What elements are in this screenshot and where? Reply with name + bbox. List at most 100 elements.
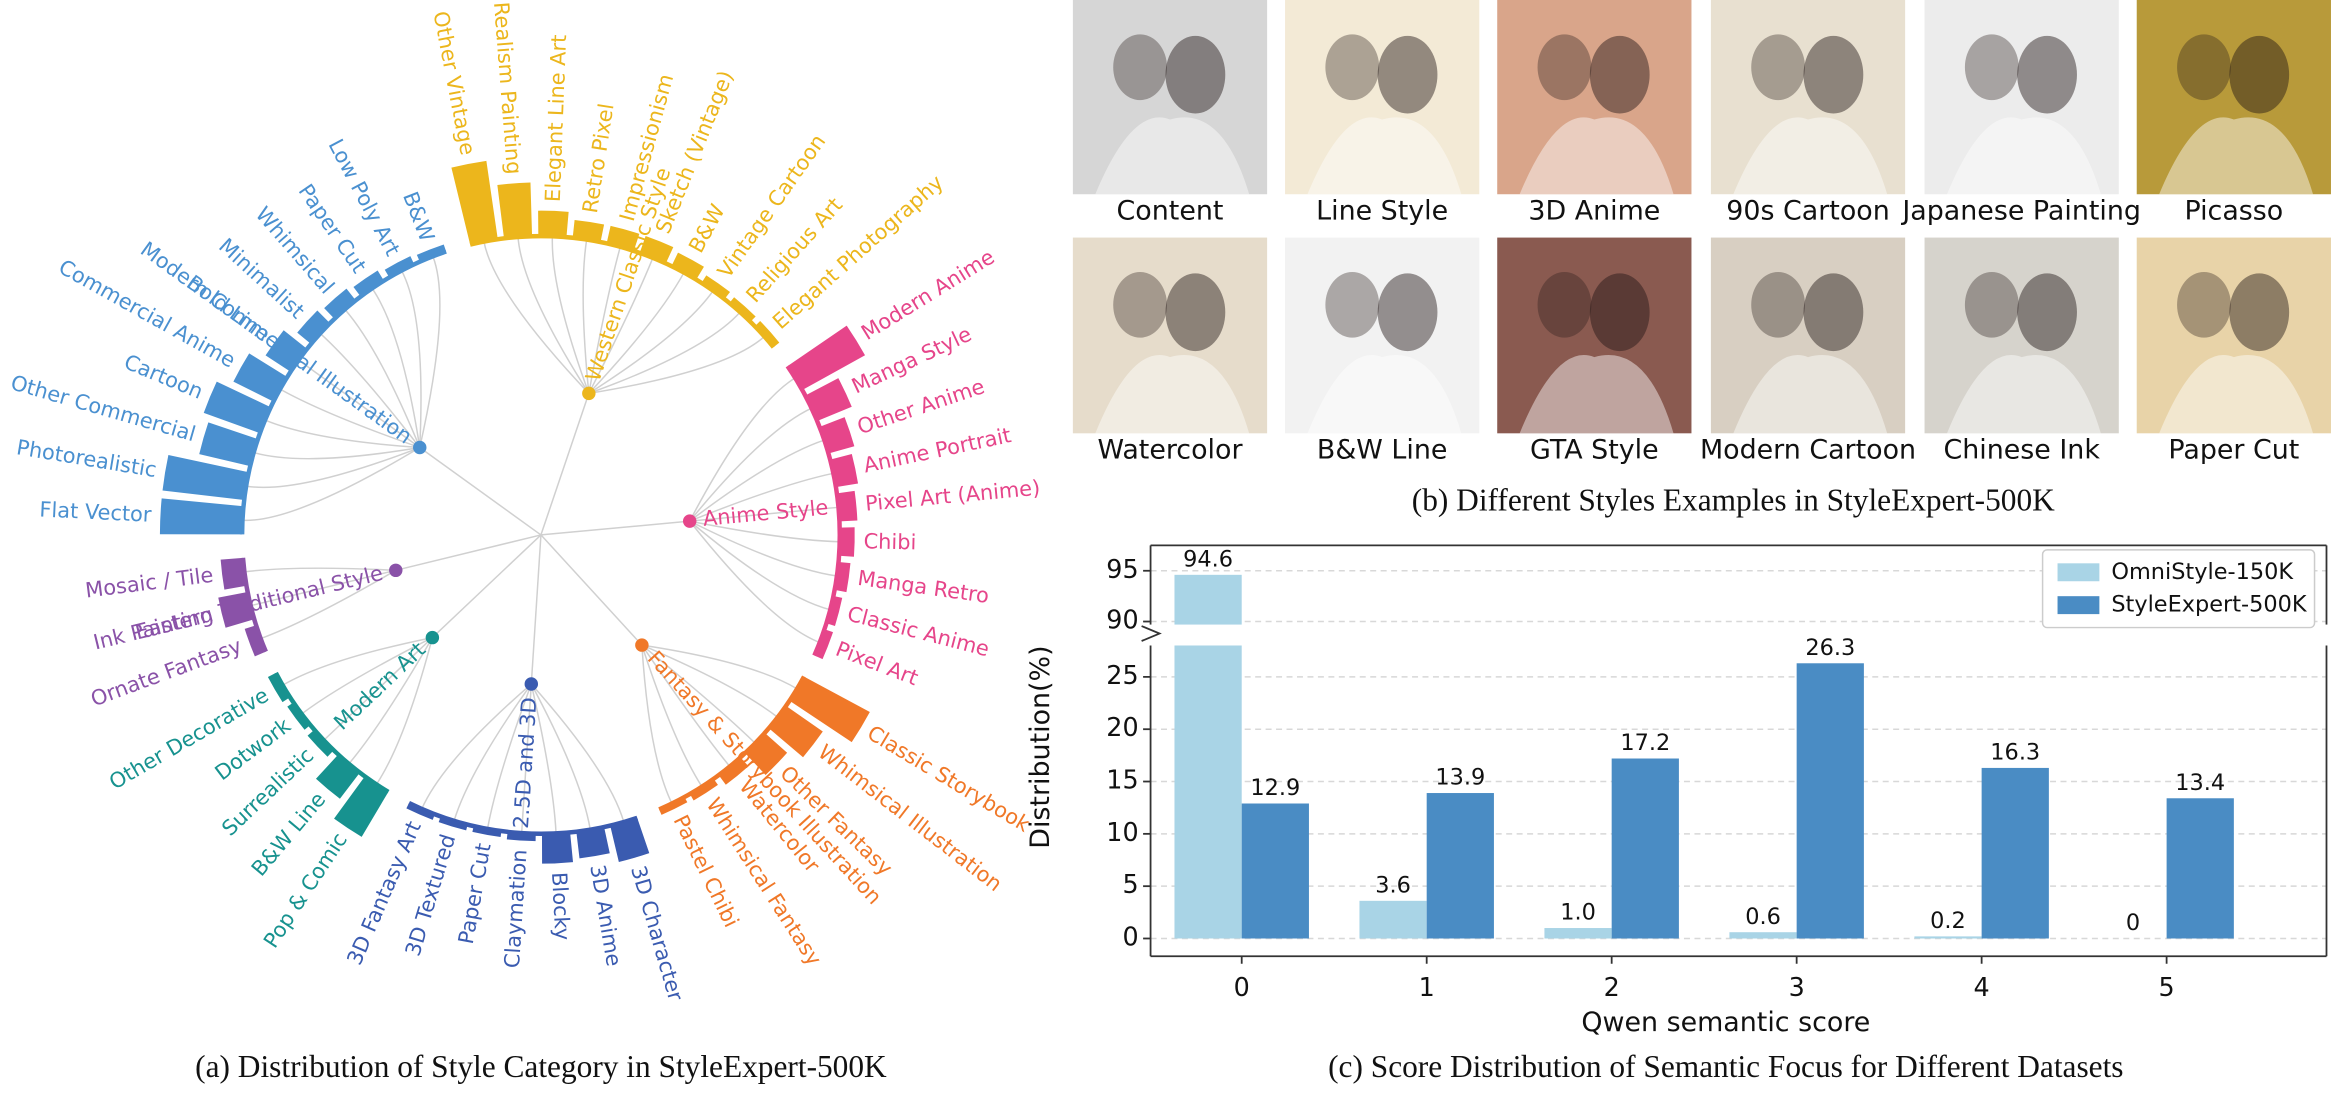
category-label: Realism Painting [489,1,526,175]
radial-bar [718,757,749,785]
value-label: 12.9 [1250,775,1300,801]
group-arc [658,675,807,812]
figure-shape [2017,35,2077,114]
y-tick-label: 95 [1106,554,1138,584]
branch-link [400,270,422,448]
bar [1426,793,1494,939]
radial-bar [576,827,610,859]
figure-shape [2159,117,2314,195]
branch-link [375,637,434,785]
category-label: 3D Anime [585,863,626,968]
group-node [524,677,539,691]
branch-link [689,520,840,543]
figure-shape [1803,273,1864,352]
x-tick-label: 1 [1419,972,1435,1002]
branch-link [641,645,673,804]
branch-link [588,335,765,395]
figure-shape [2229,273,2290,352]
group-label: 2.5D and 3D [509,697,541,830]
branch-link [483,241,590,394]
radial-bar [787,325,866,391]
category-label: Photorealistic [15,435,158,482]
branch-link [551,236,590,394]
branch-link [641,644,798,690]
figure-shape [1095,117,1250,195]
radial-bar [497,182,533,239]
bar [1544,928,1612,939]
radial-bar [233,353,288,402]
example-image [1285,0,1480,195]
bar [1241,803,1309,939]
branch-link [260,569,397,640]
category-label: Other Vintage [428,9,479,157]
category-label: Cartoon [121,350,207,404]
group-node [389,563,403,578]
radial-bar [384,256,415,278]
hub-link [419,446,542,536]
example-label: Modern Cartoon [1700,435,1916,466]
radial-bar [745,732,788,775]
branch-link [641,644,756,744]
value-label: 1.0 [1560,900,1596,926]
category-label: Blocky [547,872,574,941]
x-axis-label: Qwen semantic score [1581,1007,1870,1038]
radial-bar [416,244,447,262]
figure-shape [1964,271,2019,338]
branch-link [588,290,714,395]
group-arc [240,557,268,653]
category-label: Retro Pixel [578,102,619,215]
radial-bar [506,831,536,842]
example-label: Watercolor [1097,435,1243,466]
hub-link [395,534,542,572]
branch-link [689,377,796,522]
value-label: 13.9 [1435,765,1485,791]
radial-bar [353,270,384,297]
group-node [682,514,697,528]
figure-shape [1113,34,1167,101]
category-label: Pixel Art [833,637,922,690]
value-label: 17.2 [1620,730,1670,756]
radial-bar [805,378,852,422]
radial-bar [265,330,308,372]
figure-shape [1095,355,1250,434]
radial-bar [789,676,870,743]
example-label: Content [1117,196,1224,227]
branch-link [453,683,532,822]
branch-link [588,311,741,395]
x-tick-label: 2 [1604,972,1620,1002]
figure-shape [1307,355,1462,434]
legend-swatch [2057,563,2100,582]
figure-shape [2159,355,2314,434]
group-node [425,630,440,645]
example-label: B&W Line [1317,435,1448,466]
branch-link [244,567,396,573]
radial-bar [754,320,780,348]
radial-bar [199,422,258,467]
branch-link [421,683,532,810]
branch-link [323,637,433,741]
example-image [1924,0,2119,195]
category-label: Claymation [500,849,532,969]
bar [2166,798,2234,939]
radial-bar [768,705,823,758]
x-tick-label: 0 [1234,972,1250,1002]
figure-shape [2177,34,2231,101]
group-label: Anime Style [702,495,829,531]
branch-link [419,256,441,448]
category-label: Flat Vector [39,497,153,526]
example-image [1924,237,2119,434]
figure-shape [1751,34,1806,101]
figure-shape [1165,35,1226,114]
radial-bar [610,817,650,862]
value-label: 0.2 [1930,908,1966,934]
branch-link [250,569,396,607]
radial-bar [297,310,330,345]
y-tick-label: 10 [1106,817,1138,847]
radial-bar [267,672,291,703]
example-label: Picasso [2184,196,2283,227]
radial-bar [729,297,756,322]
radial-bar [819,417,855,454]
category-label: Ink Painting [91,602,215,654]
branch-link [520,683,533,834]
radial-bar [834,562,851,593]
